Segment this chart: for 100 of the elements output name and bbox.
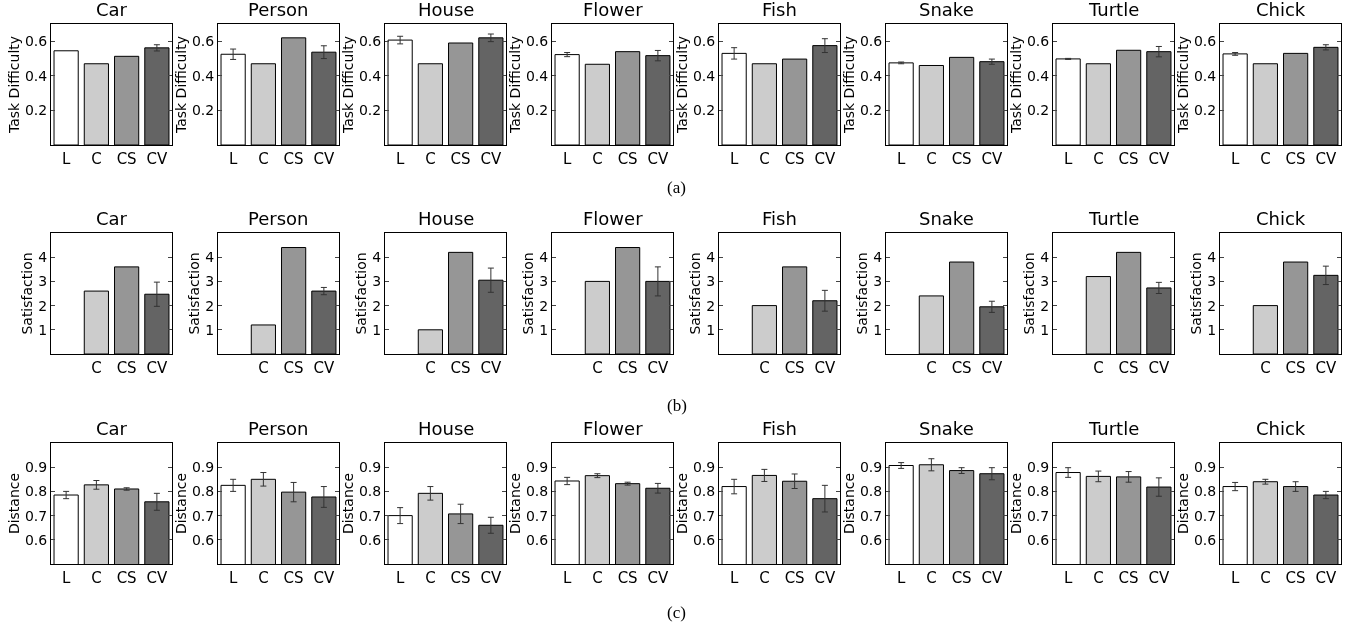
- x-tick-label: CS: [450, 359, 471, 377]
- y-tick-label: 0.2: [692, 102, 716, 119]
- y-axis-title: Satisfaction: [1187, 252, 1204, 335]
- x-tick-label: L: [729, 569, 739, 587]
- chart-title: Fish: [762, 208, 797, 229]
- y-tick-label: 4: [706, 249, 716, 266]
- x-tick-label: C: [592, 569, 603, 587]
- x-tick-label: C: [91, 569, 102, 587]
- x-tick-label: C: [258, 359, 269, 377]
- y-tick-label: 0.6: [358, 33, 382, 50]
- y-axis-title: Distance: [506, 472, 523, 535]
- chart-title: Chick: [1256, 418, 1306, 439]
- chart-title: House: [418, 418, 475, 439]
- y-tick-label: 0.9: [859, 459, 883, 476]
- y-axis-title: Task Difficulty: [506, 35, 523, 135]
- y-tick-label: 4: [205, 249, 215, 266]
- x-tick-label: C: [1093, 359, 1104, 377]
- chart-title: Flower: [583, 0, 644, 20]
- y-tick-label: 0.7: [1193, 507, 1217, 524]
- x-tick-label: CV: [647, 569, 669, 587]
- x-tick-label: CV: [313, 359, 335, 377]
- chart-title: House: [418, 0, 475, 20]
- x-tick-label: CV: [313, 150, 335, 168]
- x-tick-label: CV: [981, 359, 1003, 377]
- x-tick-label: C: [759, 150, 770, 168]
- y-tick-label: 0.9: [24, 459, 48, 476]
- x-tick-label: CV: [313, 569, 335, 587]
- x-tick-label: L: [896, 150, 906, 168]
- text: (c): [667, 603, 686, 622]
- y-tick-label: 4: [1207, 249, 1217, 266]
- y-tick-label: 0.2: [191, 102, 215, 119]
- x-tick-label: CS: [1285, 359, 1306, 377]
- x-tick-label: CS: [617, 150, 638, 168]
- chart-title: Person: [248, 418, 309, 439]
- y-tick-label: 0.7: [1026, 507, 1050, 524]
- x-tick-label: CV: [146, 359, 168, 377]
- chart-title: Fish: [762, 0, 797, 20]
- y-axis-title: Distance: [172, 472, 189, 535]
- y-tick-label: 0.4: [358, 67, 382, 84]
- x-tick-label: CV: [981, 569, 1003, 587]
- y-axis-title: Task Difficulty: [5, 35, 22, 135]
- x-tick-label: CS: [450, 569, 471, 587]
- chart-title: Chick: [1256, 208, 1306, 229]
- y-axis-title: Satisfaction: [853, 252, 870, 335]
- y-tick-label: 0.7: [358, 507, 382, 524]
- y-tick-label: 0.4: [24, 67, 48, 84]
- y-tick-label: 0.9: [191, 459, 215, 476]
- y-tick-label: 2: [38, 297, 48, 314]
- y-tick-label: 1: [1207, 321, 1217, 338]
- y-tick-label: 0.8: [859, 483, 883, 500]
- x-tick-label: CS: [1118, 359, 1139, 377]
- y-tick-label: 2: [372, 297, 382, 314]
- chart-title: Person: [248, 208, 309, 229]
- chart-title: Chick: [1256, 0, 1306, 20]
- x-tick-label: CS: [951, 359, 972, 377]
- x-tick-label: L: [395, 569, 405, 587]
- text: (a): [667, 178, 686, 197]
- x-tick-label: L: [395, 150, 405, 168]
- x-tick-label: C: [1260, 569, 1271, 587]
- y-axis-title: Distance: [339, 472, 356, 535]
- y-tick-label: 4: [1040, 249, 1050, 266]
- chart-title: Car: [96, 0, 128, 20]
- y-tick-label: 0.8: [1193, 483, 1217, 500]
- x-tick-label: CS: [617, 569, 638, 587]
- y-tick-label: 0.6: [859, 33, 883, 50]
- y-tick-label: 0.8: [692, 483, 716, 500]
- y-tick-label: 0.6: [24, 531, 48, 548]
- x-tick-label: CS: [1118, 569, 1139, 587]
- chart-title: House: [418, 208, 475, 229]
- x-tick-label: L: [61, 150, 71, 168]
- y-tick-label: 0.2: [1193, 102, 1217, 119]
- y-tick-label: 0.6: [1193, 33, 1217, 50]
- chart-title: Turtle: [1088, 208, 1140, 229]
- y-tick-label: 0.6: [358, 531, 382, 548]
- x-tick-label: L: [1063, 569, 1073, 587]
- x-tick-label: L: [896, 569, 906, 587]
- y-tick-label: 0.7: [859, 507, 883, 524]
- y-tick-label: 0.4: [1026, 67, 1050, 84]
- x-tick-label: L: [562, 150, 572, 168]
- y-tick-label: 0.2: [1026, 102, 1050, 119]
- y-tick-label: 3: [873, 273, 883, 290]
- x-tick-label: C: [592, 150, 603, 168]
- y-tick-label: 2: [539, 297, 549, 314]
- x-tick-label: CV: [1315, 359, 1337, 377]
- y-axis-title: Distance: [1174, 472, 1191, 535]
- x-tick-label: CS: [116, 569, 137, 587]
- x-tick-label: CV: [1148, 359, 1170, 377]
- x-tick-label: C: [926, 150, 937, 168]
- x-tick-label: CS: [784, 569, 805, 587]
- y-axis-title: Satisfaction: [18, 252, 35, 335]
- x-tick-label: C: [926, 569, 937, 587]
- y-tick-label: 1: [539, 321, 549, 338]
- y-tick-label: 0.4: [1193, 67, 1217, 84]
- y-axis-title: Task Difficulty: [172, 35, 189, 135]
- y-tick-label: 0.6: [692, 531, 716, 548]
- chart-title: Fish: [762, 418, 797, 439]
- y-tick-label: 1: [873, 321, 883, 338]
- y-axis-title: Distance: [5, 472, 22, 535]
- x-tick-label: CV: [146, 569, 168, 587]
- y-axis-title: Satisfaction: [352, 252, 369, 335]
